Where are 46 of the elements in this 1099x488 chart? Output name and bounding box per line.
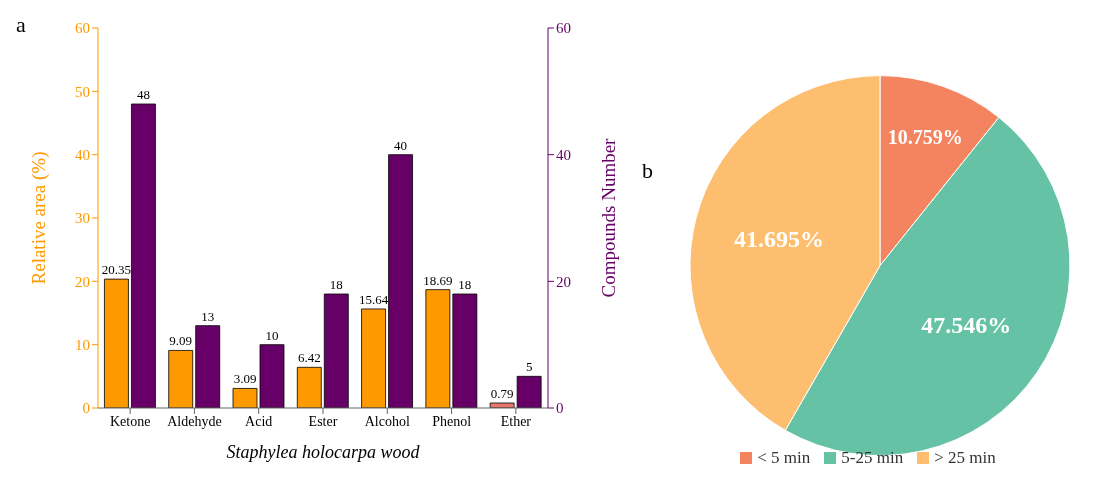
y2-tick-label: 0 — [556, 400, 564, 417]
data-label: 18.69 — [423, 272, 453, 288]
data-label: 48 — [136, 87, 150, 102]
data-label: 47.546% — [921, 311, 1012, 338]
y2-tick-label: 40 — [556, 146, 571, 163]
x-tick-label: Ester — [308, 413, 338, 429]
y-tick-label: 10 — [75, 336, 90, 353]
data-label: 6.42 — [297, 350, 321, 366]
y-axis-title: Relative area (%) — [27, 151, 50, 285]
bar — [131, 103, 156, 408]
data-label: 3.09 — [233, 371, 257, 387]
y-tick-label: 30 — [75, 210, 90, 227]
x-tick-label: Ether — [500, 413, 532, 429]
x-tick-label: Acid — [245, 413, 273, 429]
y-tick-label: 40 — [75, 146, 90, 163]
y2-axis-title: Compounds Number — [597, 137, 619, 298]
data-label: 10.759% — [887, 125, 963, 148]
text: b — [642, 158, 653, 184]
y-tick-label: 60 — [75, 20, 90, 37]
data-label: 20.35 — [101, 262, 132, 278]
data-label: 41.695% — [734, 225, 825, 252]
x-tick-label: Phenol — [432, 413, 472, 429]
bar — [388, 154, 413, 408]
legend-label: > 25 min — [934, 448, 996, 468]
x-tick-label: Aldehyde — [167, 413, 222, 429]
data-label: 0.79 — [490, 386, 514, 401]
data-label: 15.64 — [358, 291, 389, 307]
data-label: 5 — [525, 359, 533, 375]
data-label: 18 — [458, 277, 472, 292]
text: a — [16, 12, 26, 38]
data-label: 9.09 — [169, 333, 193, 349]
legend-label: < 5 min — [757, 448, 811, 468]
data-label: 13 — [201, 308, 215, 324]
x-tick-label: Alcohol — [364, 413, 410, 429]
y2-tick-label: 60 — [556, 20, 571, 37]
data-label: 10 — [265, 327, 279, 343]
y-tick-label: 0 — [82, 400, 90, 417]
data-label: 40 — [394, 137, 408, 153]
y-tick-label: 20 — [75, 273, 90, 290]
data-label: 18 — [329, 277, 343, 292]
x-tick-label: Ketone — [109, 413, 151, 429]
y-tick-label: 50 — [75, 83, 90, 100]
x-axis-title: Staphylea holocarpa wood — [226, 442, 421, 462]
legend-label: 5-25 min — [841, 448, 904, 468]
bar — [323, 293, 349, 408]
y2-tick-label: 20 — [556, 273, 571, 290]
